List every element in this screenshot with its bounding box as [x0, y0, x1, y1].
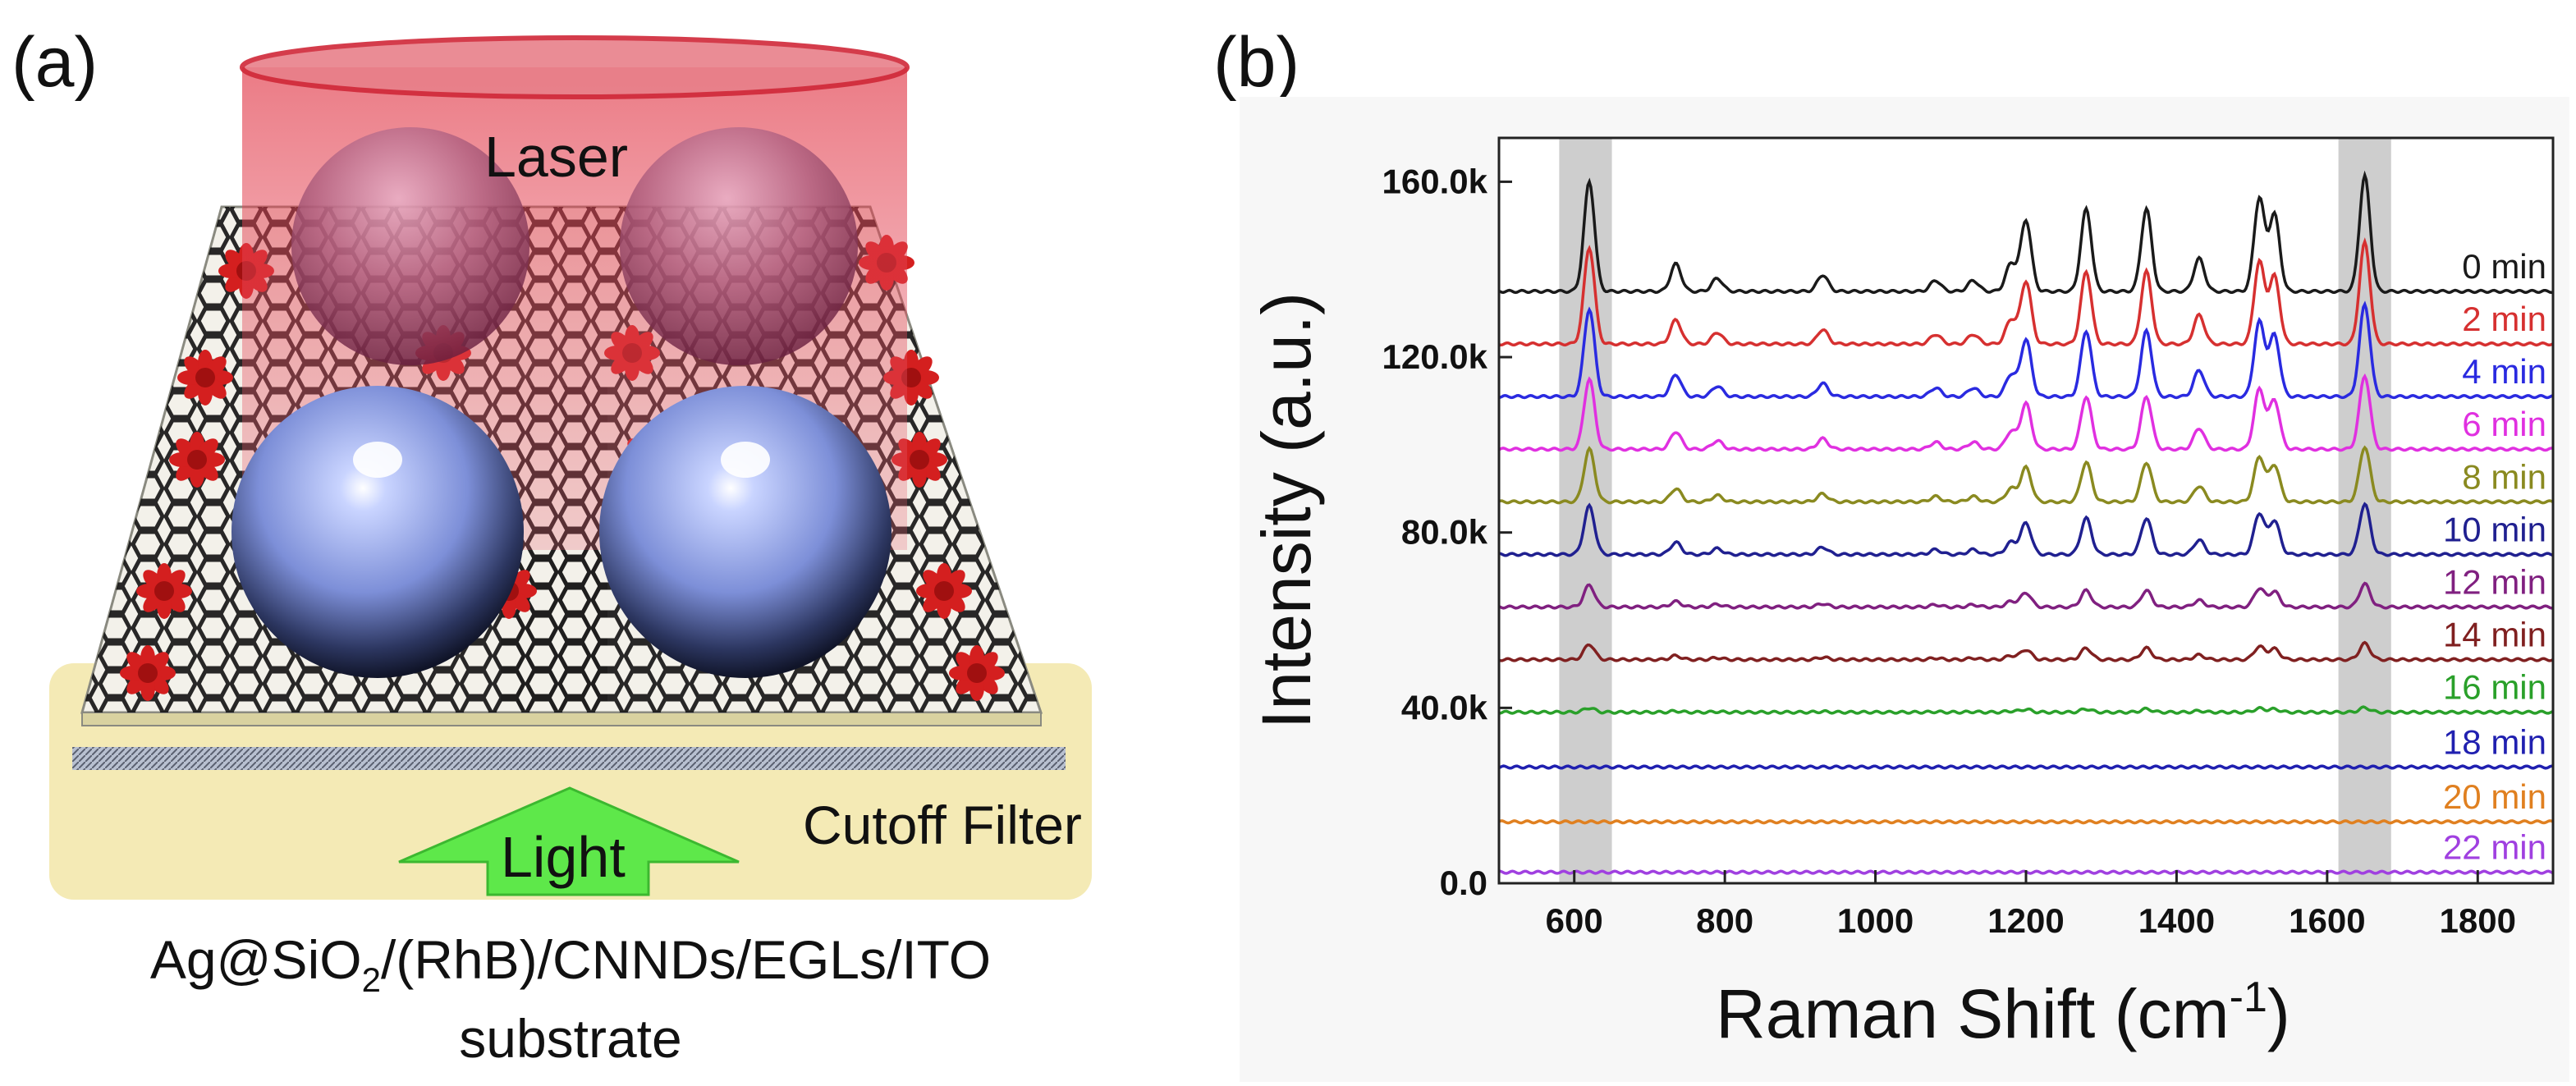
plot-area	[1499, 138, 2553, 883]
legend-entry: 2 min	[2462, 300, 2546, 338]
spectrum-line	[1498, 300, 2554, 400]
sphere-top-left	[291, 127, 529, 365]
spectrum-line	[1498, 237, 2554, 347]
x-tick-label: 1400	[2138, 901, 2215, 940]
spectrum-line	[1498, 170, 2554, 295]
x-tick-label: 600	[1546, 901, 1603, 940]
flower-particle	[177, 350, 233, 406]
x-tick-label: 1000	[1837, 901, 1914, 940]
substrate-edge	[81, 712, 1042, 726]
legend-entry: 4 min	[2462, 352, 2546, 391]
legend-entry: 18 min	[2443, 722, 2546, 761]
y-tick-label: 160.0k	[1382, 162, 1488, 200]
light-arrow	[398, 786, 740, 896]
panel-b-chart: (b) 0.0 40.0k 80.0k 120.0k 160.0k 600 800 1000…	[1213, 23, 2569, 1082]
legend-entry: 16 min	[2443, 668, 2546, 707]
spectra-series	[1498, 170, 2554, 875]
x-tick-label: 1800	[2440, 901, 2516, 940]
laser-label: Laser	[484, 125, 628, 189]
y-tick-label: 0.0	[1440, 864, 1487, 902]
highlight-band	[2338, 138, 2391, 883]
y-tick-label: 40.0k	[1401, 688, 1488, 726]
spectrum-line	[1498, 819, 2554, 825]
flower-particle	[136, 563, 192, 619]
spectrum-line	[1498, 705, 2554, 715]
legend-entry: 20 min	[2443, 777, 2546, 816]
legend-entry: 10 min	[2443, 510, 2546, 548]
flower-particle	[120, 645, 176, 701]
y-tick-label: 80.0k	[1401, 513, 1488, 552]
spectrum-line	[1498, 581, 2554, 610]
y-axis-label: Intensity (a.u.)	[1248, 292, 1325, 729]
legend-entry: 12 min	[2443, 563, 2546, 602]
y-axis-ticks: 0.0 40.0k 80.0k 120.0k 160.0k	[1382, 162, 1512, 902]
sphere-bottom-left	[231, 386, 524, 678]
spectrum-line	[1498, 373, 2554, 452]
silica-spheres	[231, 127, 892, 678]
flower-particle	[916, 563, 972, 619]
caption-line-2: substrate	[459, 1008, 681, 1069]
flower-particle	[169, 432, 225, 488]
sphere-bottom-right	[599, 386, 892, 678]
legend-entry: 0 min	[2462, 247, 2546, 286]
filter-label: Cutoff Filter	[803, 795, 1082, 855]
legend-entry: 6 min	[2462, 405, 2546, 443]
panel-a-schematic: (a) Laser Light Cutoff F	[11, 23, 1092, 1069]
spectrum-line	[1498, 445, 2554, 505]
legend-entry: 8 min	[2462, 457, 2546, 496]
ito-layer-strip	[72, 747, 1066, 770]
sphere-top-right	[620, 127, 858, 365]
x-tick-label: 800	[1696, 901, 1753, 940]
spectrum-line	[1498, 502, 2554, 557]
spectrum-line	[1498, 764, 2553, 770]
legend-entry: 22 min	[2443, 828, 2546, 867]
spectrum-line	[1498, 640, 2554, 662]
legend: 0 min 2 min 4 min 6 min 8 min 10 min 12 min 14 …	[2443, 247, 2546, 867]
x-tick-label: 1200	[1987, 901, 2064, 940]
caption-line-1: Ag@SiO2/(RhB)/CNNDs/EGLs/ITO	[150, 929, 991, 999]
x-tick-label: 1600	[2289, 901, 2365, 940]
panel-b-label: (b)	[1213, 23, 1299, 102]
x-axis-label: Raman Shift (cm-1)	[1716, 974, 2290, 1052]
y-tick-label: 120.0k	[1382, 337, 1488, 376]
light-label: Light	[501, 825, 626, 889]
panel-a-label: (a)	[11, 23, 98, 102]
x-axis-ticks: 600 800 1000 1200 1400 1600 1800	[1546, 870, 2516, 940]
flower-particle	[949, 645, 1005, 701]
legend-entry: 14 min	[2443, 616, 2546, 654]
